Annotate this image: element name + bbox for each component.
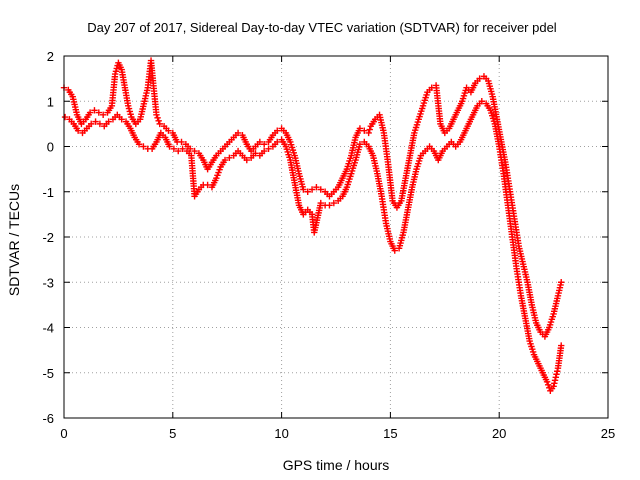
data-point: [166, 143, 173, 150]
data-point: [553, 371, 560, 378]
data-point: [551, 380, 558, 387]
data-point: [96, 120, 104, 128]
data-point: [551, 377, 559, 384]
data-point: [226, 154, 233, 162]
y-tick-label: -6: [42, 411, 54, 426]
data-point: [221, 156, 229, 164]
data-point: [88, 120, 95, 128]
data-point: [135, 141, 143, 148]
data-point: [154, 114, 161, 122]
data-point: [330, 199, 338, 207]
data-point: [175, 147, 182, 155]
data-point: [558, 342, 565, 349]
data-point: [252, 150, 259, 157]
data-point: [204, 181, 211, 189]
data-point: [356, 125, 364, 132]
data-point: [550, 383, 557, 390]
y-tick-label: 2: [47, 49, 54, 64]
data-point: [118, 116, 125, 123]
data-point: [260, 141, 268, 148]
data-point: [156, 120, 163, 128]
data-point: [179, 145, 186, 152]
data-point: [178, 138, 185, 146]
data-point: [153, 111, 160, 119]
x-tick-label: 15: [383, 426, 397, 441]
data-point: [543, 378, 551, 385]
x-tick-label: 25: [601, 426, 615, 441]
data-point: [391, 247, 398, 254]
chart-title: Day 207 of 2017, Sidereal Day-to-day VTE…: [87, 20, 557, 35]
x-axis-label: GPS time / hours: [283, 457, 390, 473]
data-point: [317, 186, 324, 193]
data-point: [243, 156, 250, 164]
data-point: [187, 145, 194, 152]
data-point: [554, 368, 561, 375]
y-tick-label: -2: [42, 230, 54, 245]
data-point: [476, 75, 483, 82]
data-point: [95, 109, 103, 116]
x-tick-label: 5: [169, 426, 176, 441]
data-point: [365, 129, 372, 137]
data-point: [191, 147, 198, 155]
data-point: [170, 145, 178, 152]
data-point: [165, 127, 172, 134]
data-point: [308, 186, 316, 193]
data-point: [478, 98, 485, 105]
data-point: [304, 188, 311, 195]
data-point: [356, 141, 364, 148]
y-tick-label: -3: [42, 275, 54, 290]
data-point: [86, 109, 94, 116]
data-point: [300, 186, 307, 193]
data-point: [558, 279, 565, 286]
data-point: [313, 184, 320, 191]
data-point: [74, 127, 82, 134]
data-point: [552, 374, 559, 381]
data-point: [544, 381, 552, 389]
y-tick-label: 0: [47, 140, 54, 155]
data-point: [274, 127, 281, 134]
data-point: [99, 111, 107, 119]
data-point: [91, 107, 98, 114]
y-tick-label: -1: [42, 185, 54, 200]
y-axis-label: SDTVAR / TECUs: [6, 184, 22, 296]
data-point: [366, 126, 373, 133]
data-point: [256, 138, 264, 146]
x-tick-label: 20: [492, 426, 506, 441]
data-point: [361, 127, 368, 134]
y-tick-label: -5: [42, 366, 54, 381]
data-point: [105, 118, 112, 125]
grid-lines: [64, 56, 608, 418]
data-points: [60, 57, 565, 395]
data-point: [92, 118, 99, 125]
x-tick-label: 0: [60, 426, 67, 441]
y-tick-label: 1: [47, 94, 54, 109]
data-point: [140, 143, 147, 150]
x-tick-label: 10: [274, 426, 288, 441]
data-point: [274, 138, 281, 146]
data-point: [234, 129, 242, 137]
y-tick-label: -4: [42, 321, 54, 336]
data-point: [155, 117, 162, 125]
data-point: [260, 147, 268, 155]
data-point: [61, 113, 69, 121]
data-point: [317, 199, 324, 207]
data-point: [265, 145, 272, 152]
data-point: [326, 202, 333, 209]
